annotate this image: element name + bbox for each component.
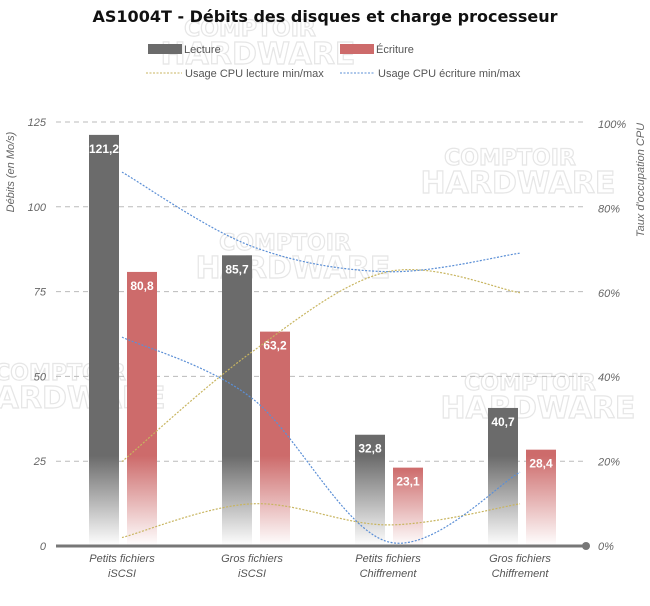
legend-swatch-lecture (148, 44, 182, 54)
x-axis-end-dot (582, 542, 590, 550)
category-label: Gros fichiers (221, 553, 283, 565)
watermark-line1: COMPTOIR (219, 231, 351, 256)
y2-tick-label: 20% (597, 457, 620, 469)
category-label: Chiffrement (360, 568, 418, 580)
bar-lecture (89, 134, 119, 547)
bar-ecriture (393, 467, 423, 546)
bar-lecture (355, 434, 385, 546)
cpu-line-min (121, 503, 521, 539)
watermark-line1: COMPTOIR (464, 371, 596, 396)
data-label: 40,7 (491, 415, 515, 429)
cpu-line-max (121, 268, 521, 463)
bar-ecriture (260, 331, 290, 546)
y2-tick-label: 60% (598, 288, 620, 300)
bars: 121,2 85,7 32,8 40,7 80,8 63,2 23,1 28,4 (89, 134, 556, 547)
y-axis-right: 0% 20% 40% 60% 80% 100% (597, 119, 626, 553)
data-label: 80,8 (130, 279, 154, 293)
legend-label-cpu-ecriture: Usage CPU écriture min/max (378, 68, 521, 80)
legend-label-lecture: Lecture (184, 44, 221, 56)
category-label: Petits fichiers (355, 553, 421, 565)
y-tick-label: 50 (34, 371, 47, 383)
y-tick-label: 75 (34, 287, 47, 299)
cpu-line-min (121, 336, 521, 544)
category-label: iSCSI (108, 568, 136, 580)
cpu-line-max (121, 171, 521, 273)
y-axis-left: 0 25 50 75 100 125 (28, 117, 47, 553)
legend-label-cpu-lecture: Usage CPU lecture min/max (185, 68, 324, 80)
y2-tick-label: 80% (598, 203, 620, 215)
watermark-line2: HARDWARE (161, 37, 356, 72)
y-tick-label: 100 (28, 202, 47, 214)
category-label: Petits fichiers (89, 553, 155, 565)
data-label: 32,8 (358, 442, 382, 456)
category-label: Chiffrement (492, 568, 550, 580)
legend-label-ecriture: Écriture (376, 43, 414, 56)
y2-tick-label: 100% (598, 119, 626, 131)
y2-tick-label: 40% (598, 372, 620, 384)
watermark-line1: COMPTOIR (184, 17, 316, 42)
category-label: Gros fichiers (489, 553, 551, 565)
bar-ecriture (526, 449, 556, 546)
y-tick-label: 25 (33, 456, 47, 468)
watermark-line2: HARDWARE (421, 166, 616, 201)
legend: Lecture Écriture Usage CPU lecture min/m… (146, 43, 521, 80)
category-label: iSCSI (238, 568, 266, 580)
bar-ecriture (127, 271, 157, 546)
watermark-line1: COMPTOIR (444, 146, 576, 171)
data-label: 23,1 (396, 475, 420, 489)
data-label: 121,2 (89, 142, 119, 156)
y-axis-right-title: Taux d'occupation CPU (635, 123, 647, 237)
data-label: 28,4 (529, 457, 553, 471)
watermarks: COMPTOIRHARDWARECOMPTOIRHARDWARECOMPTOIR… (0, 16, 636, 426)
bar-lecture (222, 255, 252, 546)
y-tick-label: 0 (40, 541, 47, 553)
data-label: 63,2 (263, 339, 287, 353)
watermark-line2: HARDWARE (441, 391, 636, 426)
cpu-lines (121, 171, 521, 544)
legend-swatch-ecriture (340, 44, 374, 54)
x-axis-categories: Petits fichiers iSCSI Gros fichiers iSCSI Pe… (89, 553, 551, 580)
data-label: 85,7 (225, 262, 249, 276)
y2-tick-label: 0% (598, 541, 614, 553)
y-tick-label: 125 (28, 117, 47, 129)
y-axis-left-title: Débits (en Mo/s) (5, 131, 17, 212)
bar-lecture (488, 407, 518, 546)
chart-title: AS1004T - Débits des disques et charge p… (93, 7, 558, 26)
